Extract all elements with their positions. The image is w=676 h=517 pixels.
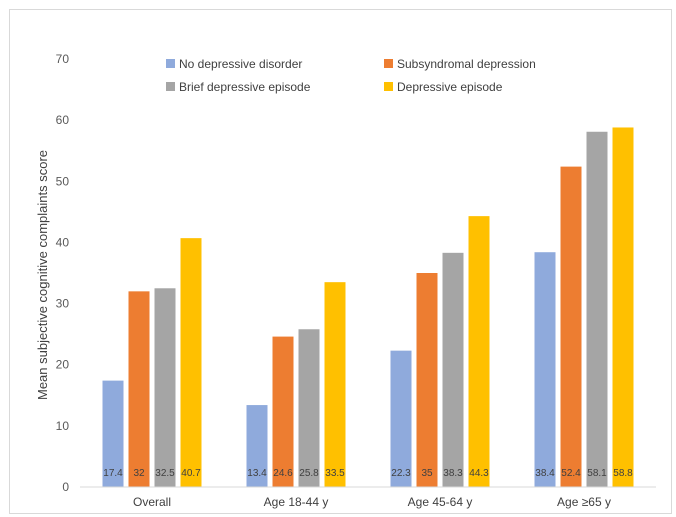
bar <box>468 216 490 487</box>
data-label: 52.4 <box>561 468 581 479</box>
bar <box>416 273 438 487</box>
y-tick-label: 30 <box>56 297 70 311</box>
bar <box>102 380 124 487</box>
legend-swatch <box>384 82 393 91</box>
bar <box>534 252 556 487</box>
bar <box>272 336 294 487</box>
y-tick-label: 70 <box>56 52 70 66</box>
y-axis-ticks: 0 10 20 30 40 50 60 70 <box>56 52 70 494</box>
bar <box>390 350 412 487</box>
legend-swatch <box>384 59 393 68</box>
data-label: 13.4 <box>247 468 267 479</box>
data-label: 40.7 <box>181 468 201 479</box>
bar <box>612 127 634 487</box>
x-tick-label: Age 45-64 y <box>408 495 473 509</box>
legend-swatch <box>166 59 175 68</box>
y-tick-label: 60 <box>56 113 70 127</box>
data-label: 33.5 <box>325 468 345 479</box>
data-label: 22.3 <box>391 468 411 479</box>
y-tick-label: 10 <box>56 419 70 433</box>
data-label: 32.5 <box>155 468 175 479</box>
data-label: 24.6 <box>273 468 293 479</box>
data-label: 58.8 <box>613 468 633 479</box>
data-labels: 17.4 32 32.5 40.7 13.4 24.6 25.8 33.5 22.3 35 38.3… <box>103 468 633 479</box>
legend-item: No depressive disorder <box>166 57 302 71</box>
bar <box>180 238 202 487</box>
data-label: 17.4 <box>103 468 123 479</box>
data-label: 58.1 <box>587 468 607 479</box>
bar <box>246 405 268 487</box>
y-tick-label: 0 <box>62 480 69 494</box>
legend-item: Depressive episode <box>384 80 503 94</box>
data-label: 25.8 <box>299 468 319 479</box>
y-tick-label: 50 <box>56 174 70 188</box>
bar <box>154 288 176 487</box>
data-label: 35 <box>421 468 433 479</box>
data-label: 38.3 <box>443 468 463 479</box>
legend-item: Brief depressive episode <box>166 80 311 94</box>
bars <box>102 127 634 487</box>
legend-item: Subsyndromal depression <box>384 57 536 71</box>
legend-label: No depressive disorder <box>179 57 302 71</box>
legend: No depressive disorder Subsyndromal depre… <box>166 57 536 94</box>
bar <box>128 291 150 487</box>
y-axis-label: Mean subjective cognitive complaints sco… <box>35 150 50 400</box>
x-axis-ticks: Overall Age 18-44 y Age 45-64 y Age ≥65 y <box>133 495 611 509</box>
data-label: 38.4 <box>535 468 555 479</box>
bar <box>298 329 320 487</box>
bar <box>560 166 582 487</box>
legend-label: Subsyndromal depression <box>397 57 536 71</box>
bar <box>586 131 608 487</box>
legend-label: Depressive episode <box>397 80 503 94</box>
bar <box>442 252 464 487</box>
x-tick-label: Overall <box>133 495 171 509</box>
legend-swatch <box>166 82 175 91</box>
x-tick-label: Age ≥65 y <box>557 495 611 509</box>
y-tick-label: 20 <box>56 358 70 372</box>
legend-label: Brief depressive episode <box>179 80 311 94</box>
y-tick-label: 40 <box>56 235 70 249</box>
data-label: 44.3 <box>469 468 489 479</box>
data-label: 32 <box>133 468 145 479</box>
x-tick-label: Age 18-44 y <box>264 495 329 509</box>
bar <box>324 282 346 487</box>
